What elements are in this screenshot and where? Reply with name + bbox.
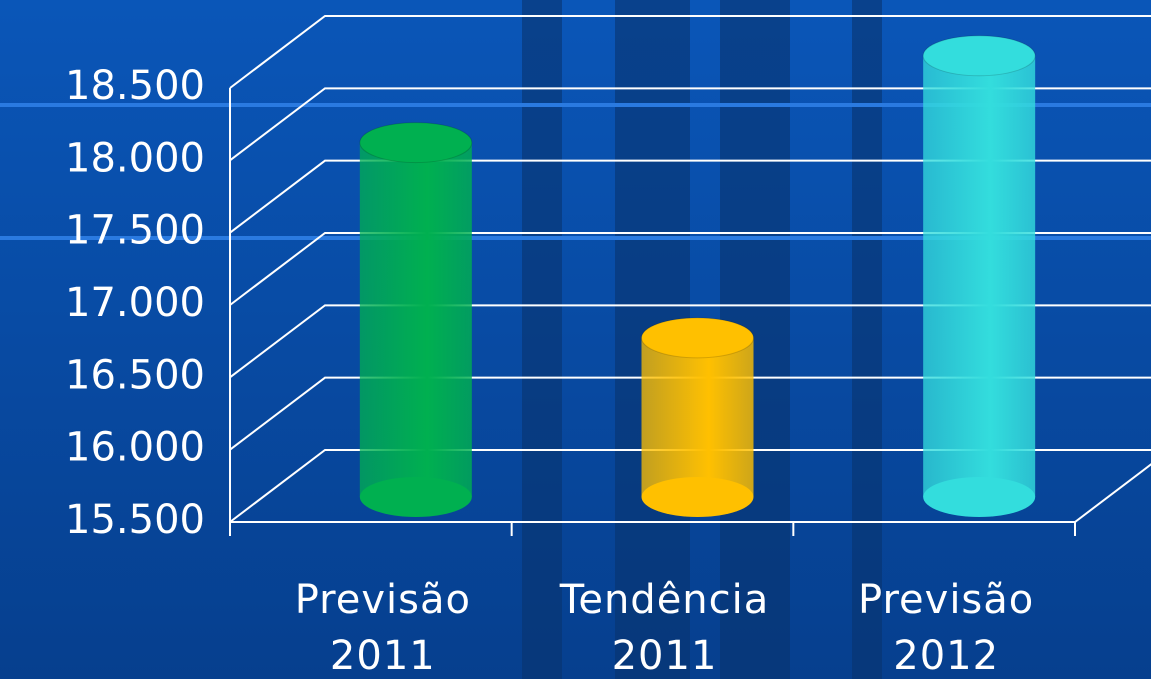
y-tick-label: 15.500: [65, 497, 205, 543]
bar-top: [922, 35, 1036, 77]
stripe: [522, 0, 562, 679]
y-tick-label: 16.500: [65, 352, 205, 398]
stripe: [852, 0, 882, 679]
grid-line: [229, 376, 1151, 451]
y-tick-label: 16.000: [65, 425, 205, 471]
y-tick-label: 17.500: [65, 208, 205, 254]
axis: [229, 88, 1151, 523]
x-tick-label: Previsão 2011: [294, 577, 471, 679]
bar: [641, 337, 754, 497]
bar: [359, 142, 472, 498]
y-tick-label: 18.500: [65, 63, 205, 109]
grid-line: [229, 15, 1151, 89]
y-tick-label: 18.000: [65, 135, 205, 181]
y-tick-label: 17.000: [65, 280, 205, 326]
bar-top: [641, 317, 754, 359]
x-tick-label: Previsão 2012: [858, 577, 1035, 679]
grid-line: [229, 449, 1151, 523]
grid-line: [229, 304, 1151, 379]
stripe: [0, 103, 1151, 107]
bar-top: [359, 122, 473, 164]
grid-line: [229, 87, 1151, 162]
stripe: [0, 236, 1151, 240]
x-tick-label: Tendência 2011: [559, 577, 770, 679]
bar: [923, 55, 1036, 498]
grid-line: [229, 159, 1151, 234]
grid-line: [229, 232, 1151, 306]
